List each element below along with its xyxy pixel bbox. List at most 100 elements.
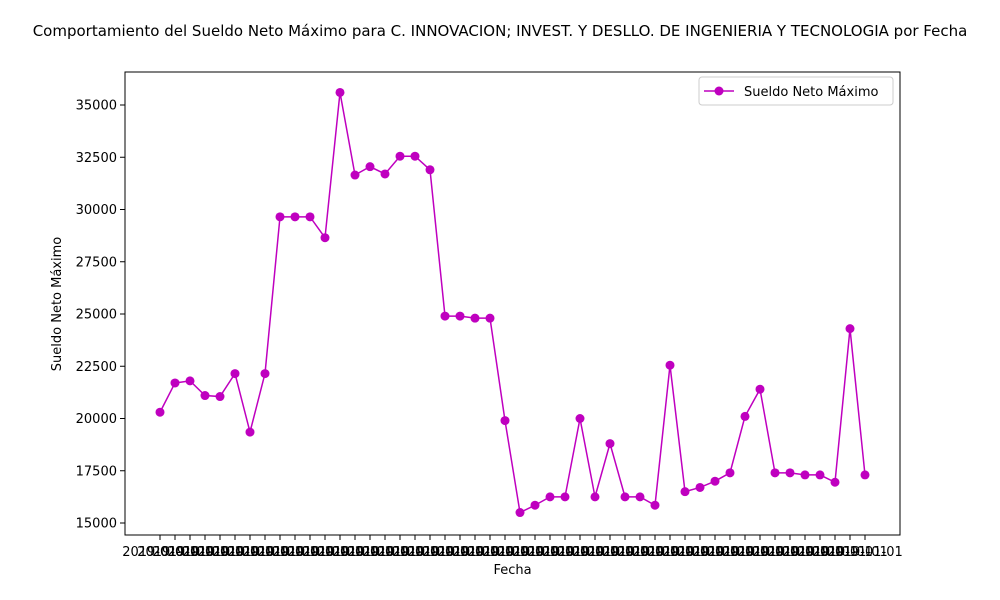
legend-box — [698, 76, 894, 106]
plot-frame — [124, 71, 901, 536]
data-point — [275, 212, 285, 222]
data-point — [560, 492, 570, 502]
x-tick-label: 2019-01-01 — [512, 545, 588, 560]
x-tick-label: 2019-01-01 — [812, 545, 888, 560]
data-point — [620, 492, 630, 502]
data-point — [200, 391, 210, 401]
x-tick-label: 2019-01-01 — [257, 545, 333, 560]
x-tick-label: 2019-01-01 — [377, 545, 453, 560]
data-point — [305, 212, 315, 222]
data-point — [650, 500, 660, 510]
y-tick-label: 20000 — [76, 412, 117, 427]
x-tick-label: 2019-01-01 — [737, 545, 813, 560]
data-point — [680, 487, 690, 497]
x-tick-label: 2019-01-01 — [632, 545, 708, 560]
data-point — [500, 416, 510, 426]
x-tick-label: 2019-01-01 — [587, 545, 663, 560]
data-point — [335, 87, 345, 97]
data-point — [185, 376, 195, 386]
x-tick-label: 2019-01-01 — [302, 545, 378, 560]
x-axis: 2019-01-012019-01-012019-01-012019-01-01… — [122, 535, 903, 560]
data-point — [455, 311, 465, 321]
x-tick-label: 2019-01-01 — [497, 545, 573, 560]
data-point — [605, 439, 615, 449]
data-point — [725, 468, 735, 478]
data-point — [515, 508, 525, 518]
series-line — [159, 92, 866, 514]
x-tick-label: 2019-01-01 — [287, 545, 363, 560]
data-point — [755, 384, 765, 394]
x-tick-label: 2019-01-01 — [122, 545, 198, 560]
data-point — [695, 482, 705, 492]
x-tick-label: 2019-01-01 — [557, 545, 633, 560]
plot-area — [124, 71, 901, 536]
data-point — [290, 212, 300, 222]
data-point — [860, 470, 870, 480]
data-point — [740, 411, 750, 421]
x-tick-label: 2019-01-01 — [572, 545, 648, 560]
x-tick-label: 2019-01-01 — [332, 545, 408, 560]
data-point — [710, 476, 720, 486]
data-point — [320, 233, 330, 243]
x-tick-label: 2019-01-01 — [662, 545, 738, 560]
legend-label: Sueldo Neto Máximo — [744, 85, 878, 100]
y-tick-label: 32500 — [76, 151, 117, 166]
y-tick-label: 15000 — [76, 517, 117, 532]
x-tick-label: 2019-01-01 — [722, 545, 798, 560]
x-tick-label: 2019-01-01 — [152, 545, 228, 560]
x-tick-label: 2019-01-01 — [392, 545, 468, 560]
x-tick-label: 2019-01-01 — [137, 545, 213, 560]
data-point — [155, 407, 165, 417]
x-tick-label: 2019-01-01 — [242, 545, 318, 560]
x-tick-label: 2019-01-01 — [272, 545, 348, 560]
x-tick-label: 2019-01-01 — [197, 545, 273, 560]
x-tick-label: 2019-01-01 — [707, 545, 783, 560]
data-point — [530, 500, 540, 510]
y-axis-label: Sueldo Neto Máximo — [50, 237, 65, 371]
data-point — [545, 492, 555, 502]
x-tick-label: 2019-01-01 — [422, 545, 498, 560]
data-point — [215, 392, 225, 402]
x-tick-label: 2019-01-01 — [167, 545, 243, 560]
data-point — [425, 165, 435, 175]
data-point — [230, 369, 240, 379]
x-tick-label: 2019-01-01 — [677, 545, 753, 560]
x-tick-label: 2019-01-01 — [602, 545, 678, 560]
data-point — [845, 324, 855, 334]
chart-title: Comportamiento del Sueldo Neto Máximo pa… — [33, 22, 968, 40]
data-point — [785, 468, 795, 478]
x-tick-label: 2019-01-01 — [692, 545, 768, 560]
data-point — [410, 151, 420, 161]
data-point — [770, 468, 780, 478]
x-tick-label: 2019-01-01 — [542, 545, 618, 560]
x-tick-label: 2019-01-01 — [482, 545, 558, 560]
data-point — [485, 313, 495, 323]
data-point — [440, 311, 450, 321]
x-axis-label: Fecha — [493, 563, 531, 578]
data-point — [815, 470, 825, 480]
y-axis: 15000 17500 20000 22500 25000 27500 30000 32500… — [76, 99, 125, 532]
data-point — [665, 360, 675, 370]
data-point — [800, 470, 810, 480]
y-tick-label: 22500 — [76, 360, 117, 375]
x-tick-label: 2019-01-01 — [752, 545, 828, 560]
legend-marker — [714, 86, 724, 96]
x-tick-label: 2019-01-01 — [317, 545, 393, 560]
y-tick-label: 30000 — [76, 203, 117, 218]
x-tick-label: 2019-01-01 — [347, 545, 423, 560]
x-tick-label: 2019-01-01 — [827, 545, 903, 560]
x-tick-label: 2019-01-01 — [797, 545, 873, 560]
x-tick-label: 2019-01-01 — [782, 545, 858, 560]
x-tick-label: 2019-01-01 — [362, 545, 438, 560]
data-point — [260, 369, 270, 379]
data-point — [245, 427, 255, 437]
x-tick-label: 2019-01-01 — [212, 545, 288, 560]
x-tick-label: 2019-01-01 — [647, 545, 723, 560]
y-tick-label: 17500 — [76, 464, 117, 479]
y-tick-label: 35000 — [76, 99, 117, 114]
x-tick-label: 2019-01-01 — [452, 545, 528, 560]
data-point — [380, 169, 390, 179]
data-point — [575, 414, 585, 423]
y-tick-label: 25000 — [76, 308, 117, 323]
